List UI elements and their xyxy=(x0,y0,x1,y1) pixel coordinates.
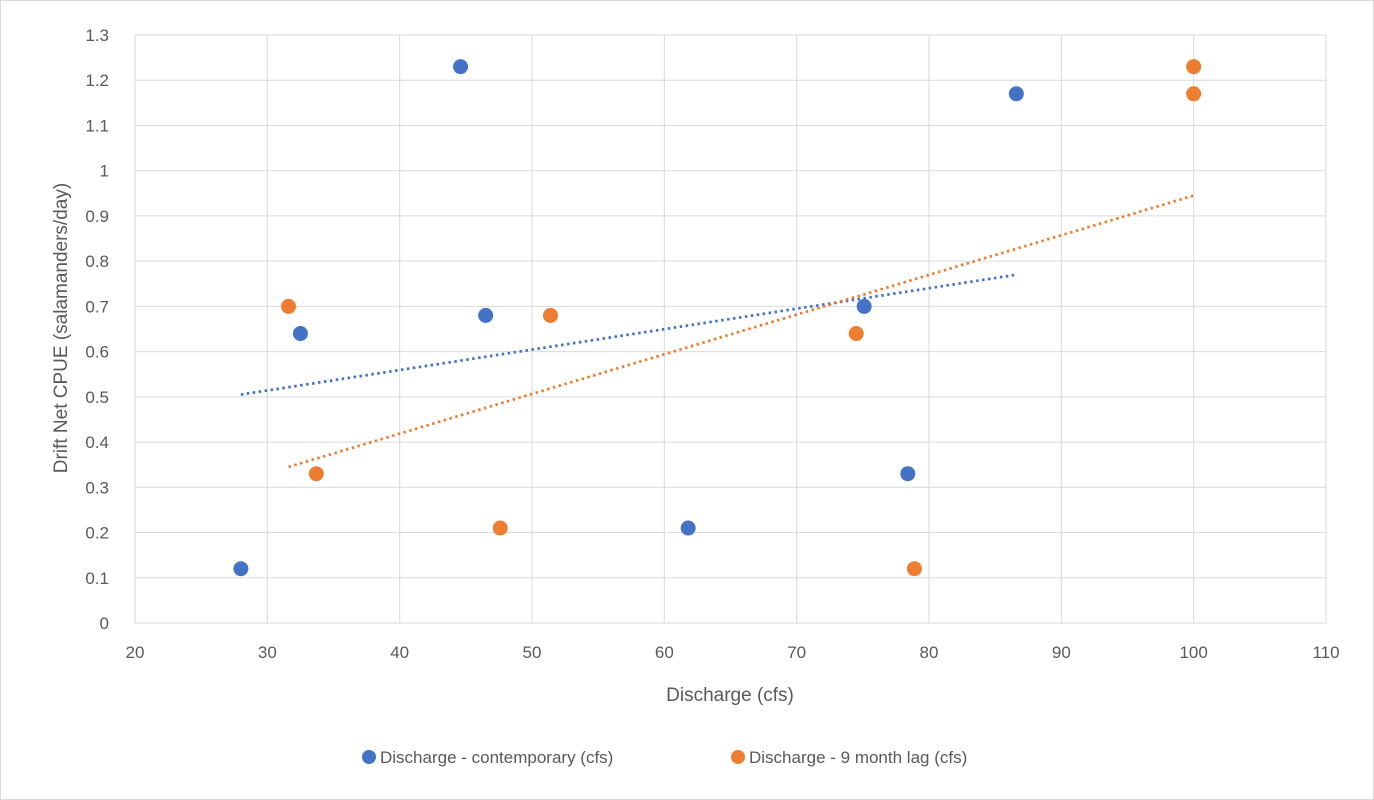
y-tick-label: 0.4 xyxy=(85,433,109,452)
y-tick-label: 0.7 xyxy=(85,297,109,316)
legend-marker xyxy=(731,750,745,764)
tick-labels: 0 0.1 0.2 0.3 0.4 0.5 0.6 0.7 0.8 0.9 1 1.1 1.2 1.3 20… xyxy=(85,26,1339,662)
data-point-series-1 xyxy=(900,466,916,482)
legend: Discharge - contemporary (cfs) Discharge … xyxy=(362,748,967,767)
data-point-series-2 xyxy=(1186,59,1202,75)
x-tick-label: 100 xyxy=(1179,643,1207,662)
data-point-series-2 xyxy=(308,466,324,482)
data-point-series-2 xyxy=(1186,86,1202,102)
x-tick-label: 80 xyxy=(920,643,939,662)
data-point-series-2 xyxy=(492,520,508,536)
data-point-series-1 xyxy=(292,326,308,342)
trendline-series-1 xyxy=(240,273,1017,396)
y-tick-label: 0.5 xyxy=(85,388,109,407)
trendline-series-2 xyxy=(288,194,1195,469)
y-axis-title: Drift Net CPUE (salamanders/day) xyxy=(51,183,72,473)
y-tick-label: 1.2 xyxy=(85,71,109,90)
x-tick-label: 60 xyxy=(655,643,674,662)
x-tick-label: 20 xyxy=(126,643,145,662)
x-tick-label: 90 xyxy=(1052,643,1071,662)
legend-label: Discharge - 9 month lag (cfs) xyxy=(749,748,967,767)
legend-item-series-1: Discharge - contemporary (cfs) xyxy=(362,748,613,767)
y-tick-label: 1.3 xyxy=(85,26,109,45)
data-point-series-2 xyxy=(543,307,559,323)
x-tick-label: 30 xyxy=(258,643,277,662)
data-point-series-2 xyxy=(848,326,864,342)
y-tick-label: 1.1 xyxy=(85,116,109,135)
data-point-series-1 xyxy=(478,307,494,323)
x-tick-label: 50 xyxy=(523,643,542,662)
y-tick-label: 0.9 xyxy=(85,207,109,226)
y-tick-label: 0 xyxy=(100,614,109,633)
data-point-series-2 xyxy=(281,298,297,314)
gridlines xyxy=(134,34,1327,624)
y-tick-label: 0.8 xyxy=(85,252,109,271)
legend-label: Discharge - contemporary (cfs) xyxy=(380,748,613,767)
trendlines xyxy=(240,194,1195,469)
data-point-series-1 xyxy=(453,59,469,75)
y-tick-label: 0.1 xyxy=(85,569,109,588)
y-tick-label: 0.6 xyxy=(85,343,109,362)
x-axis-title: Discharge (cfs) xyxy=(666,685,794,706)
legend-item-series-2: Discharge - 9 month lag (cfs) xyxy=(731,748,967,767)
data-points xyxy=(233,59,1202,577)
y-tick-label: 1 xyxy=(100,162,109,181)
data-point-series-2 xyxy=(906,561,922,577)
x-tick-label: 70 xyxy=(787,643,806,662)
data-point-series-1 xyxy=(680,520,696,536)
data-point-series-1 xyxy=(233,561,249,577)
y-tick-label: 0.3 xyxy=(85,478,109,497)
data-point-series-1 xyxy=(856,298,872,314)
legend-marker xyxy=(362,750,376,764)
y-tick-label: 0.2 xyxy=(85,524,109,543)
x-tick-label: 40 xyxy=(390,643,409,662)
data-point-series-1 xyxy=(1008,86,1024,102)
x-tick-label: 110 xyxy=(1312,643,1339,662)
